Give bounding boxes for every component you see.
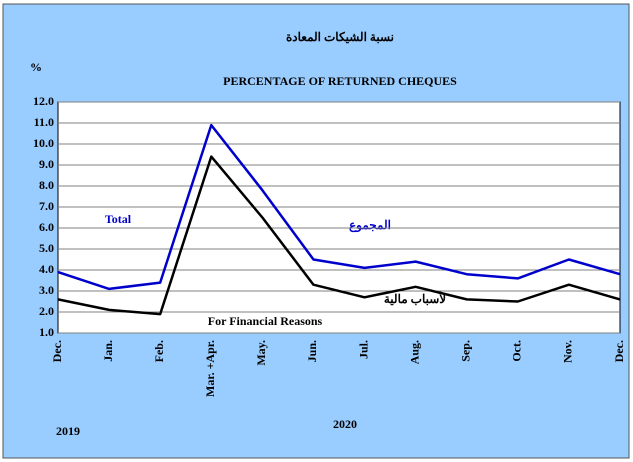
x-tick-label: Jan.: [101, 340, 115, 362]
x-tick-label: Dec.: [50, 340, 64, 362]
year-label: 2019: [56, 424, 80, 438]
year-label: 2020: [333, 417, 357, 431]
y-tick-label: 5.0: [39, 241, 54, 255]
x-tick-label: Jul.: [356, 340, 370, 359]
y-tick-label: 7.0: [39, 199, 54, 213]
annotation: لأسباب مالية: [384, 291, 446, 306]
y-tick-label: 1.0: [39, 325, 54, 339]
series-line: [57, 155, 621, 316]
series-line: [57, 123, 621, 291]
x-tick-label: Nov.: [561, 340, 575, 363]
annotation: المجموع: [349, 218, 391, 233]
y-tick-label: 12.0: [33, 94, 54, 108]
y-tick-label: 3.0: [39, 283, 54, 297]
y-unit: %: [30, 60, 42, 74]
y-tick-label: 2.0: [39, 304, 54, 318]
x-tick-label: Oct.: [510, 340, 524, 362]
y-tick-label: 10.0: [33, 136, 54, 150]
y-tick-label: 4.0: [39, 262, 54, 276]
x-tick-label: Jun.: [305, 340, 319, 362]
chart-subtitle: PERCENTAGE OF RETURNED CHEQUES: [223, 74, 457, 88]
x-tick-label: Sep.: [458, 340, 472, 362]
x-tick-label: Mar. +Apr.: [203, 340, 217, 397]
plot-area: [57, 101, 621, 334]
y-tick-label: 8.0: [39, 178, 54, 192]
series-label: Total: [105, 212, 132, 226]
y-tick-label: 6.0: [39, 220, 54, 234]
x-tick-label: Aug.: [407, 340, 421, 364]
x-tick-label: Feb.: [152, 340, 166, 362]
chart-title: نسبة الشيكات المعادة: [286, 30, 394, 44]
y-tick-label: 9.0: [39, 157, 54, 171]
x-tick-label: May.: [254, 340, 268, 366]
y-tick-label: 11.0: [34, 115, 54, 129]
x-tick-label: Dec.: [612, 340, 626, 362]
series-label: For Financial Reasons: [208, 314, 323, 328]
